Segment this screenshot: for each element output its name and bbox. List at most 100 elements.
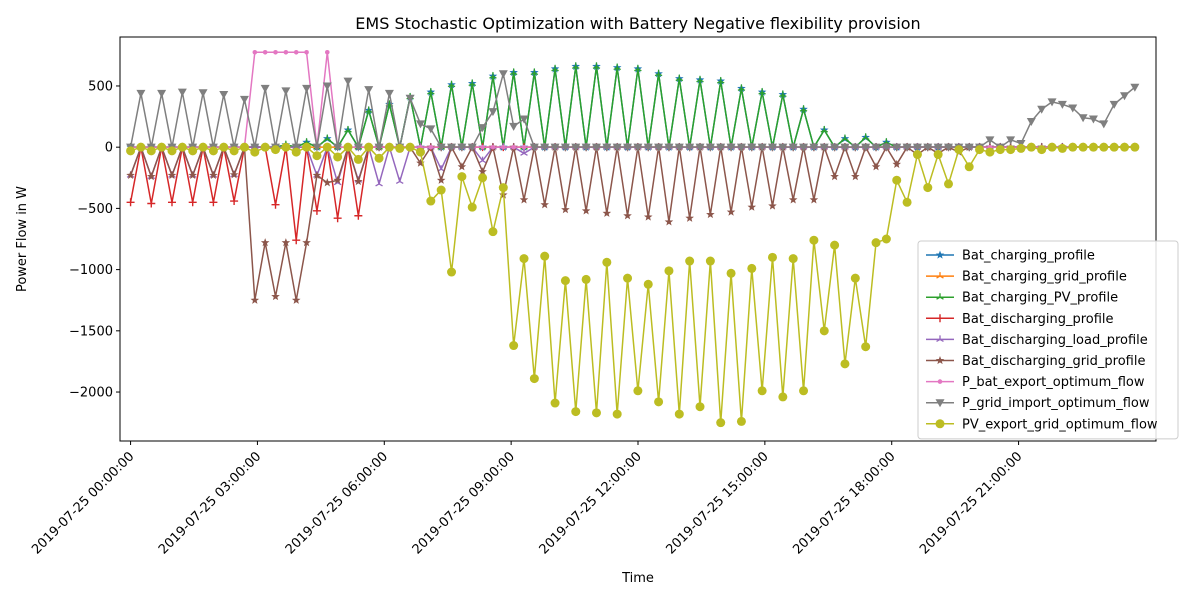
legend-entry: PV_export_grid_optimum_flow: [926, 417, 1158, 432]
data-point: [634, 64, 642, 72]
data-point: [1068, 104, 1078, 113]
legend-label: P_grid_import_optimum_flow: [962, 396, 1150, 411]
plot-frame: [119, 36, 1157, 442]
data-point: [1099, 120, 1109, 129]
data-point: [850, 273, 860, 283]
data-point: [1006, 145, 1016, 155]
data-point: [188, 146, 198, 156]
data-point: [747, 263, 757, 273]
data-point: [457, 143, 467, 152]
data-point: [302, 84, 312, 93]
data-point: [219, 142, 229, 152]
data-point: [167, 170, 177, 179]
data-point: [520, 149, 528, 156]
series-line: [130, 51, 1135, 148]
data-point: [995, 145, 1005, 155]
x-tick-label: 2019-07-25 00:00:00: [29, 449, 137, 557]
series-P_bat_export_optimum_flow: [128, 50, 1138, 150]
x-axis-title: Time: [621, 571, 654, 586]
data-point: [343, 77, 353, 86]
data-point: [333, 152, 343, 162]
data-point: [902, 143, 912, 152]
data-point: [560, 276, 570, 286]
data-point: [892, 175, 902, 185]
data-point: [602, 208, 612, 217]
data-point: [799, 143, 809, 152]
data-point: [292, 236, 301, 245]
data-point: [654, 397, 664, 407]
data-point: [529, 143, 539, 152]
data-point: [1088, 115, 1098, 124]
data-point: [312, 170, 322, 179]
data-point: [1130, 142, 1140, 152]
data-point: [167, 198, 176, 207]
data-point: [861, 342, 871, 352]
x-tick-label: 2019-07-25 03:00:00: [156, 449, 264, 557]
legend-entry: P_bat_export_optimum_flow: [926, 375, 1145, 390]
data-point: [293, 50, 299, 55]
data-point: [188, 170, 197, 179]
data-point: [612, 143, 622, 152]
data-point: [302, 142, 312, 152]
data-point: [685, 256, 695, 266]
data-point: [664, 266, 674, 276]
data-point: [271, 200, 280, 209]
legend-marker: [935, 419, 945, 429]
data-point: [480, 144, 485, 150]
data-point: [551, 64, 559, 72]
data-point: [188, 198, 197, 207]
data-point: [1120, 142, 1130, 152]
data-point: [561, 205, 570, 214]
data-point: [1109, 142, 1119, 152]
data-point: [540, 251, 550, 261]
data-point: [324, 50, 330, 55]
data-point: [273, 50, 278, 55]
data-point: [447, 143, 457, 152]
data-point: [1099, 142, 1109, 152]
data-point: [1026, 142, 1036, 152]
data-point: [478, 173, 488, 183]
data-point: [788, 254, 798, 264]
data-point: [509, 341, 519, 351]
data-point: [871, 143, 881, 152]
legend-label: Bat_discharging_load_profile: [962, 333, 1148, 348]
data-point: [881, 143, 891, 152]
data-point: [902, 197, 912, 207]
data-point: [706, 210, 715, 219]
y-axis: −2000 −1500 −1000 −500 0 500: [69, 79, 120, 401]
data-point: [613, 63, 621, 71]
data-point: [312, 151, 322, 161]
data-point: [519, 115, 529, 124]
data-point: [271, 292, 280, 301]
data-point: [571, 407, 581, 417]
data-point: [126, 146, 136, 156]
data-point: [840, 359, 850, 369]
data-point: [488, 108, 498, 117]
data-point: [364, 106, 373, 114]
data-point: [177, 142, 187, 152]
data-point: [208, 146, 218, 156]
data-point: [923, 143, 933, 152]
data-point: [126, 170, 135, 179]
data-point: [954, 145, 964, 155]
data-point: [364, 86, 374, 95]
data-point: [281, 238, 291, 247]
data-point: [283, 50, 289, 55]
data-point: [230, 197, 239, 206]
data-point: [198, 89, 208, 98]
data-point: [519, 254, 529, 264]
data-point: [457, 162, 467, 171]
chart-title: EMS Stochastic Optimization with Battery…: [355, 14, 920, 33]
data-point: [830, 143, 840, 152]
data-point: [354, 211, 363, 220]
data-point: [726, 207, 736, 216]
data-point: [157, 142, 167, 152]
data-point: [304, 50, 309, 55]
data-point: [323, 134, 332, 142]
data-point: [136, 89, 146, 98]
data-point: [436, 143, 446, 152]
data-point: [1078, 142, 1088, 152]
data-point: [427, 88, 435, 95]
data-point: [478, 167, 487, 176]
series-line: [130, 65, 1135, 148]
